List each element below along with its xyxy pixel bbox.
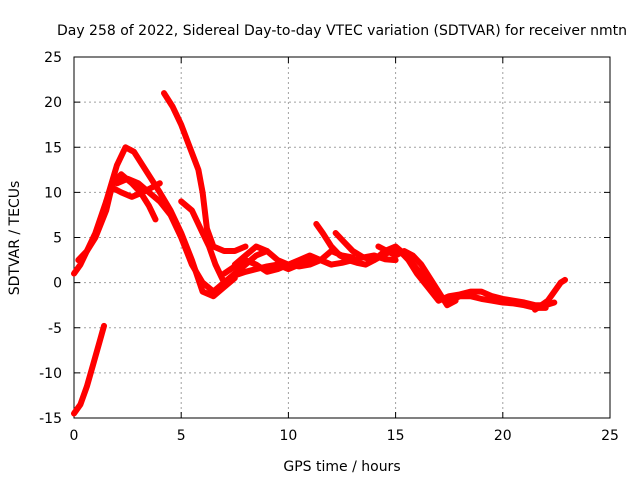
x-axis-label: GPS time / hours (283, 459, 400, 475)
x-tick-label: 15 (387, 428, 405, 444)
series-line-track-6 (161, 90, 249, 254)
axis-ticks: 0 5 10 15 20 25 -15 -10 -5 0 5 10 15 20 25 (39, 50, 619, 444)
grid (74, 57, 610, 418)
series-line-track-5 (113, 175, 270, 295)
y-tick-label: -15 (39, 411, 62, 427)
x-tick-label: 20 (494, 428, 512, 444)
y-tick-label: 20 (44, 95, 62, 111)
x-tick-label: 10 (279, 428, 297, 444)
y-axis-label: SDTVAR / TECUs (7, 181, 23, 296)
series-line-track-13 (532, 276, 568, 313)
series-line-track-1 (71, 322, 107, 417)
series-line-track-3 (75, 171, 159, 264)
x-tick-label: 5 (177, 428, 186, 444)
y-tick-label: -10 (39, 366, 62, 382)
y-tick-label: 0 (53, 276, 62, 292)
series-line-track-4 (103, 180, 163, 205)
x-tick-label: 25 (601, 428, 619, 444)
y-tick-label: 10 (44, 185, 62, 201)
series-group (71, 90, 568, 417)
series-line-track-12 (375, 243, 459, 309)
chart-title: Day 258 of 2022, Sidereal Day-to-day VTE… (57, 23, 627, 39)
y-tick-label: 15 (44, 140, 62, 156)
y-tick-label: -5 (48, 321, 62, 337)
x-tick-label: 0 (70, 428, 79, 444)
y-tick-label: 25 (44, 50, 62, 66)
y-tick-label: 5 (53, 231, 62, 247)
